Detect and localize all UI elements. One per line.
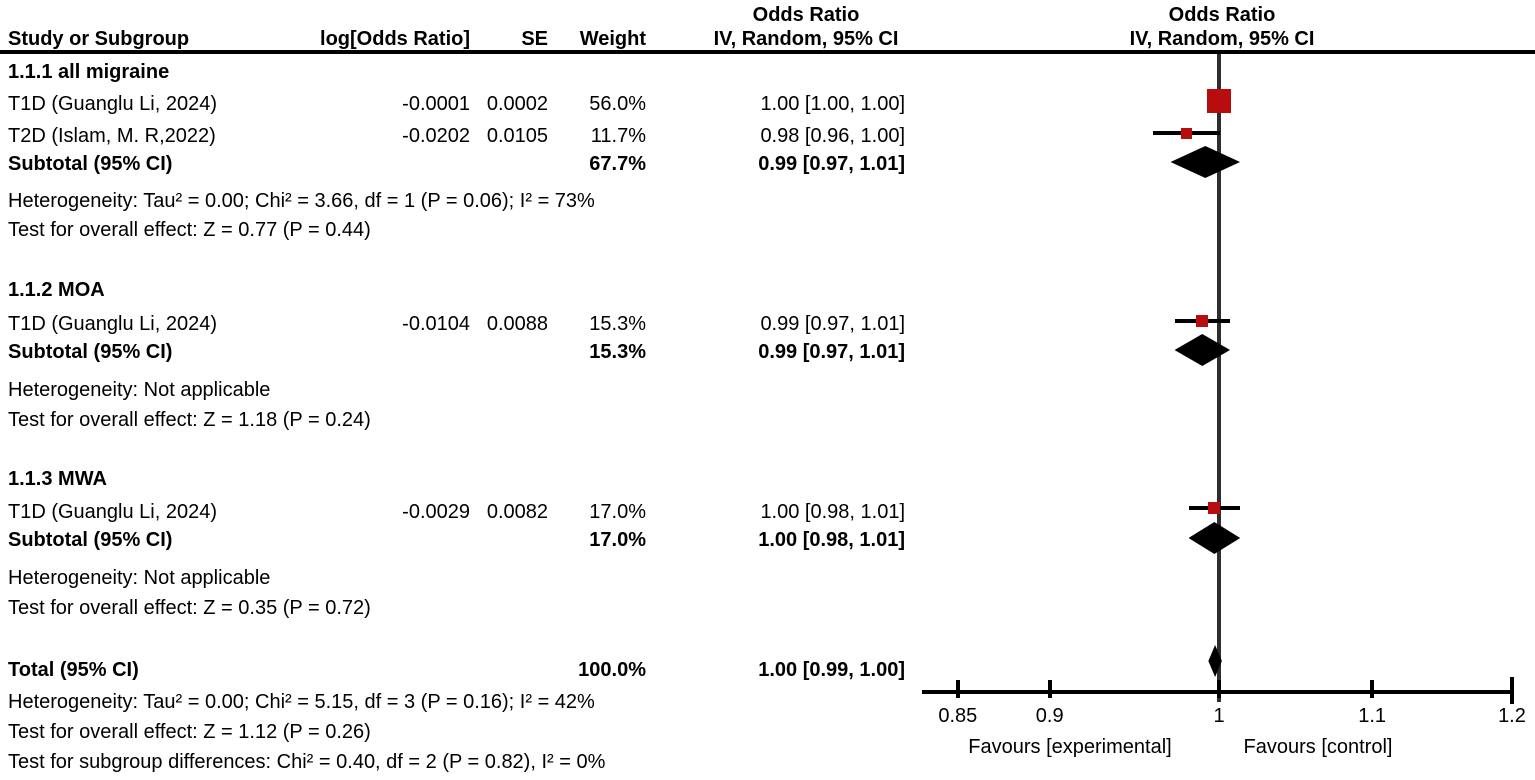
study-row: T2D (Islam, M. R,2022) -0.0202 0.0105 11…: [0, 123, 1535, 149]
overall-effect-note: Test for overall effect: Z = 0.77 (P = 0…: [8, 219, 371, 241]
group-label: 1.1.3 MWA: [8, 468, 107, 490]
ci-text: 0.99 [0.97, 1.01]: [760, 313, 905, 335]
subgroup-differences-note: Test for subgroup differences: Chi² = 0.…: [8, 751, 606, 773]
log-or-column-header: log[Odds Ratio]: [320, 28, 470, 50]
weight-value: 100.0%: [578, 659, 646, 681]
overall-effect-note: Test for overall effect: Z = 1.12 (P = 0…: [8, 721, 371, 743]
ci-text: 0.99 [0.97, 1.01]: [758, 153, 905, 175]
group-header-row: 1.1.2 MOA: [0, 277, 1535, 303]
heterogeneity-note: Heterogeneity: Tau² = 0.00; Chi² = 5.15,…: [8, 691, 595, 713]
axis-tick-label: 1.1: [1358, 705, 1387, 727]
total-row: Total (95% CI) 100.0% 1.00 [0.99, 1.00]: [0, 657, 1535, 683]
axis-tick: [1047, 680, 1052, 698]
axis-tick-label: 0.85: [938, 705, 978, 727]
heterogeneity-note: Heterogeneity: Not applicable: [8, 379, 271, 401]
header-row-1: Odds Ratio Odds Ratio: [0, 2, 1535, 28]
header-row-2: Study or Subgroup log[Odds Ratio] SE Wei…: [0, 26, 1535, 52]
group-header-row: 1.1.1 all migraine: [0, 59, 1535, 85]
ci-column-header-left: IV, Random, 95% CI: [713, 28, 899, 50]
log-or-value: -0.0029: [402, 501, 470, 523]
no-effect-line: [1217, 54, 1221, 702]
subtotal-label: Subtotal (95% CI): [8, 153, 173, 175]
ci-text: 1.00 [0.99, 1.00]: [758, 659, 905, 681]
overall-effect-note: Test for overall effect: Z = 1.18 (P = 0…: [8, 409, 371, 431]
ci-text: 1.00 [0.98, 1.01]: [760, 501, 905, 523]
study-weight-square: [1181, 127, 1193, 139]
ci-text: 1.00 [0.98, 1.01]: [758, 529, 905, 551]
axis-tick-label: 1.2: [1498, 705, 1526, 727]
favours-right-label: Favours [control]: [1243, 736, 1393, 758]
study-row: T1D (Guanglu Li, 2024) -0.0104 0.0088 15…: [0, 311, 1535, 337]
study-weight-square: [1206, 89, 1231, 113]
heterogeneity-note: Heterogeneity: Tau² = 0.00; Chi² = 3.66,…: [8, 190, 595, 212]
weight-value: 11.7%: [590, 125, 646, 147]
effect-measure-header-left: Odds Ratio: [752, 4, 860, 26]
se-value: 0.0088: [486, 313, 548, 335]
total-label: Total (95% CI): [8, 659, 139, 681]
study-name: T2D (Islam, M. R,2022): [8, 125, 216, 147]
study-column-header: Study or Subgroup: [8, 28, 190, 50]
ci-text: 0.98 [0.96, 1.00]: [760, 125, 905, 147]
se-value: 0.0002: [486, 93, 548, 115]
weight-value: 67.7%: [589, 153, 646, 175]
ci-plot-header-right: IV, Random, 95% CI: [1129, 28, 1315, 50]
group-header-row: 1.1.3 MWA: [0, 466, 1535, 492]
study-row: T1D (Guanglu Li, 2024) -0.0029 0.0082 17…: [0, 499, 1535, 525]
subtotal-row: Subtotal (95% CI) 67.7% 0.99 [0.97, 1.01…: [0, 151, 1535, 177]
log-or-value: -0.0104: [402, 313, 470, 335]
axis-tick: [955, 680, 960, 698]
study-weight-square: [1208, 502, 1221, 514]
group-label: 1.1.2 MOA: [8, 279, 105, 301]
subtotal-row: Subtotal (95% CI) 15.3% 0.99 [0.97, 1.01…: [0, 339, 1535, 365]
effect-measure-header-right: Odds Ratio: [1168, 4, 1276, 26]
se-value: 0.0105: [486, 125, 548, 147]
subtotal-label: Subtotal (95% CI): [8, 341, 173, 363]
se-column-header: SE: [521, 28, 548, 50]
total-diamond: [1208, 645, 1222, 677]
weight-value: 17.0%: [589, 501, 646, 523]
heterogeneity-note: Heterogeneity: Not applicable: [8, 567, 271, 589]
subtotal-row: Subtotal (95% CI) 17.0% 1.00 [0.98, 1.01…: [0, 527, 1535, 553]
subtotal-label: Subtotal (95% CI): [8, 529, 173, 551]
weight-value: 17.0%: [589, 529, 646, 551]
study-name: T1D (Guanglu Li, 2024): [8, 93, 218, 115]
log-or-value: -0.0202: [402, 125, 470, 147]
overall-effect-note: Test for overall effect: Z = 0.35 (P = 0…: [8, 597, 371, 619]
log-or-value: -0.0001: [402, 93, 470, 115]
axis-tick-label: 1: [1213, 705, 1225, 727]
favours-left-label: Favours [experimental]: [968, 736, 1172, 758]
study-name: T1D (Guanglu Li, 2024): [8, 313, 218, 335]
axis-tick: [1370, 680, 1375, 698]
axis-tick: [1217, 680, 1221, 698]
weight-value: 15.3%: [589, 313, 646, 335]
weight-column-header: Weight: [579, 28, 646, 50]
axis-tick: [1509, 677, 1514, 704]
study-row: T1D (Guanglu Li, 2024) -0.0001 0.0002 56…: [0, 91, 1535, 117]
weight-value: 56.0%: [589, 93, 646, 115]
axis-tick-label: 0.9: [1035, 705, 1064, 727]
ci-text: 1.00 [1.00, 1.00]: [760, 93, 905, 115]
weight-value: 15.3%: [589, 341, 646, 363]
ci-text: 0.99 [0.97, 1.01]: [758, 341, 905, 363]
study-name: T1D (Guanglu Li, 2024): [8, 501, 218, 523]
study-weight-square: [1196, 315, 1209, 327]
header-rule: [0, 50, 1535, 54]
se-value: 0.0082: [486, 501, 548, 523]
group-label: 1.1.1 all migraine: [8, 61, 170, 83]
